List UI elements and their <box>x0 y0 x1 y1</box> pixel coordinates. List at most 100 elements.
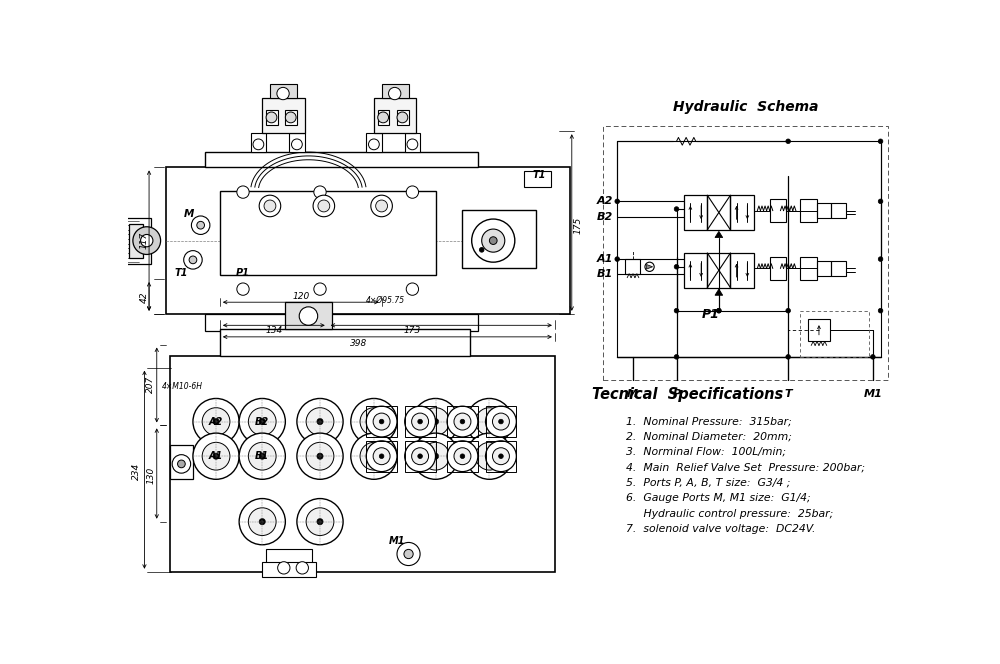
Circle shape <box>717 308 721 313</box>
Circle shape <box>237 186 249 199</box>
Circle shape <box>871 355 875 359</box>
Circle shape <box>253 139 264 150</box>
Circle shape <box>397 542 420 566</box>
Circle shape <box>786 139 790 143</box>
Bar <box>447 406 478 437</box>
Circle shape <box>213 453 219 459</box>
Circle shape <box>878 308 883 313</box>
Circle shape <box>407 139 418 150</box>
Bar <box>524 171 551 187</box>
Circle shape <box>878 199 883 204</box>
Text: P: P <box>672 389 681 399</box>
Bar <box>251 133 266 152</box>
Circle shape <box>351 398 397 445</box>
Text: 398: 398 <box>350 339 367 347</box>
Circle shape <box>412 448 429 465</box>
Circle shape <box>193 398 239 445</box>
Ellipse shape <box>335 333 374 349</box>
Circle shape <box>412 413 429 430</box>
Bar <box>170 445 193 479</box>
Circle shape <box>299 307 318 325</box>
Circle shape <box>248 408 276 436</box>
Text: Hydraulic  Schema: Hydraulic Schema <box>673 100 819 114</box>
Circle shape <box>306 442 334 470</box>
Bar <box>603 126 888 380</box>
Bar <box>166 167 570 314</box>
Bar <box>730 253 754 288</box>
Circle shape <box>371 418 377 425</box>
Circle shape <box>239 398 285 445</box>
Circle shape <box>447 406 478 437</box>
Bar <box>397 110 409 125</box>
Circle shape <box>314 283 326 295</box>
Circle shape <box>422 442 449 470</box>
Circle shape <box>615 257 620 262</box>
Text: 134: 134 <box>265 326 282 335</box>
Circle shape <box>189 256 197 264</box>
Circle shape <box>239 499 285 544</box>
Bar <box>266 548 312 572</box>
Text: Tecnical  Specifications: Tecnical Specifications <box>592 387 784 402</box>
Circle shape <box>878 257 883 262</box>
Circle shape <box>264 200 276 212</box>
Circle shape <box>202 442 230 470</box>
Circle shape <box>379 454 384 459</box>
Circle shape <box>237 283 249 295</box>
Circle shape <box>297 433 343 479</box>
Circle shape <box>213 418 219 425</box>
Bar <box>205 152 478 167</box>
Circle shape <box>318 200 330 212</box>
Circle shape <box>285 112 296 123</box>
Bar <box>378 110 389 125</box>
Bar <box>462 210 536 268</box>
Text: Hydraulic control pressure:  25bar;: Hydraulic control pressure: 25bar; <box>626 509 834 519</box>
Bar <box>617 141 881 357</box>
Circle shape <box>404 549 413 558</box>
Circle shape <box>466 433 512 479</box>
Circle shape <box>351 433 397 479</box>
Bar <box>170 356 555 572</box>
Circle shape <box>259 519 265 525</box>
Circle shape <box>406 283 419 295</box>
Bar <box>625 259 640 274</box>
Bar <box>800 199 817 222</box>
Circle shape <box>360 408 388 436</box>
Circle shape <box>193 433 239 479</box>
Circle shape <box>476 442 503 470</box>
Text: A1: A1 <box>209 452 223 461</box>
Circle shape <box>405 406 436 437</box>
Circle shape <box>499 419 503 424</box>
Circle shape <box>389 88 401 100</box>
Circle shape <box>479 248 484 252</box>
Circle shape <box>786 308 790 313</box>
Text: 173: 173 <box>404 326 421 335</box>
Text: P1: P1 <box>236 268 250 278</box>
Text: B1: B1 <box>596 270 613 280</box>
Circle shape <box>454 448 471 465</box>
Circle shape <box>231 244 255 268</box>
Text: T1: T1 <box>175 268 188 278</box>
Circle shape <box>297 499 343 544</box>
Circle shape <box>306 408 334 436</box>
Bar <box>831 261 846 276</box>
Bar <box>684 195 707 230</box>
Bar <box>486 406 516 437</box>
Circle shape <box>373 413 390 430</box>
Circle shape <box>454 413 471 430</box>
Circle shape <box>486 453 492 459</box>
Circle shape <box>482 229 505 252</box>
Circle shape <box>172 455 191 473</box>
Text: 4×Ø95.75: 4×Ø95.75 <box>366 295 405 304</box>
Text: M: M <box>184 208 194 218</box>
Bar <box>808 319 830 341</box>
Circle shape <box>297 398 343 445</box>
Bar <box>129 224 143 258</box>
Circle shape <box>306 508 334 536</box>
Circle shape <box>412 433 459 479</box>
Bar <box>405 133 420 152</box>
Bar <box>800 257 817 280</box>
Circle shape <box>499 454 503 459</box>
Bar <box>707 195 730 230</box>
Circle shape <box>239 433 285 479</box>
Text: 2.  Nominal Diameter:  20mm;: 2. Nominal Diameter: 20mm; <box>626 432 792 442</box>
